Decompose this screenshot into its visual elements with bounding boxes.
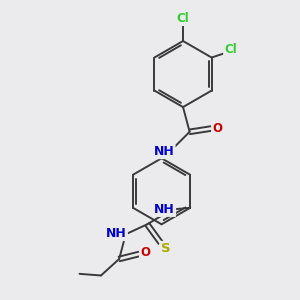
- Text: S: S: [160, 242, 170, 255]
- Text: Cl: Cl: [224, 43, 237, 56]
- Text: O: O: [140, 246, 150, 259]
- Text: O: O: [212, 122, 222, 135]
- Text: NH: NH: [154, 203, 175, 216]
- Text: NH: NH: [154, 145, 175, 158]
- Text: NH: NH: [106, 227, 127, 240]
- Text: Cl: Cl: [177, 12, 189, 25]
